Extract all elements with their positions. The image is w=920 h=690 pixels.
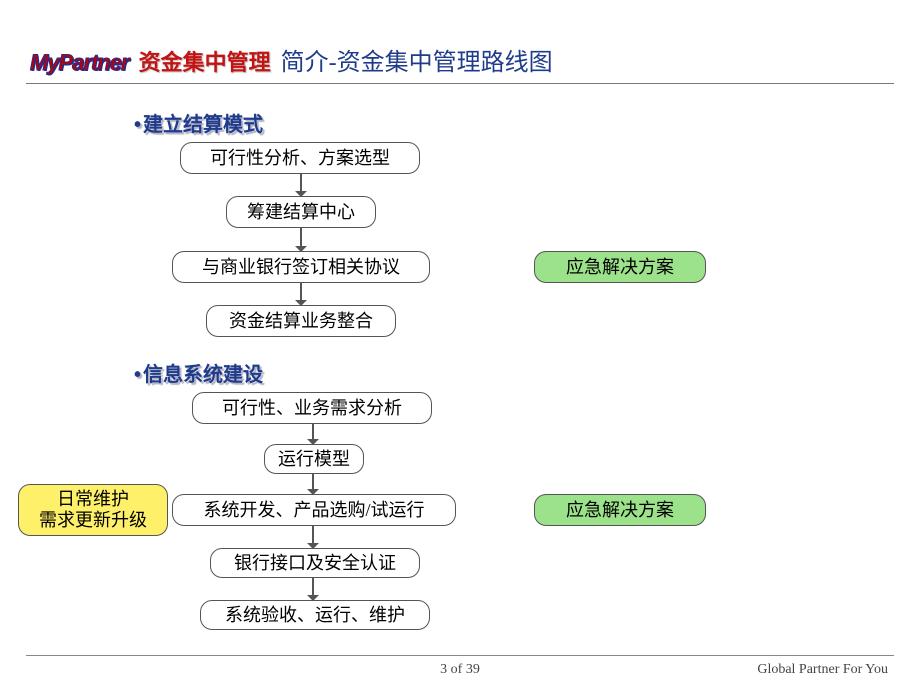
logo: MyPartner (26, 50, 133, 76)
flow-arrow-0 (300, 174, 302, 196)
flow-node-n1: 可行性分析、方案选型 (180, 142, 420, 174)
flow-arrow-4 (312, 474, 314, 494)
section-2-label: 信息系统建设 (134, 358, 263, 387)
flow-node-n4: 资金结算业务整合 (206, 305, 396, 337)
footer-tagline: Global Partner For You (757, 662, 888, 678)
page-title: 简介-资金集中管理路线图 (281, 42, 553, 77)
logo-text: MyPartner (30, 50, 129, 75)
flow-node-n3: 与商业银行签订相关协议 (172, 251, 430, 283)
logo-subtitle: 资金集中管理 (139, 45, 271, 77)
footer-rule (26, 655, 894, 656)
slide-header: MyPartner 资金集中管理 简介-资金集中管理路线图 (26, 42, 894, 84)
flow-node-g2: 应急解决方案 (534, 494, 706, 526)
flow-arrow-2 (300, 283, 302, 305)
flow-node-n7: 系统开发、产品选购/试运行 (172, 494, 456, 526)
section-1-label: 建立结算模式 (134, 108, 274, 137)
flow-node-n6: 运行模型 (264, 444, 364, 474)
flow-arrow-1 (300, 228, 302, 251)
flow-node-n2: 筹建结算中心 (226, 196, 376, 228)
flow-node-n9: 系统验收、运行、维护 (200, 600, 430, 630)
flow-node-n5: 可行性、业务需求分析 (192, 392, 432, 424)
flow-node-g1: 应急解决方案 (534, 251, 706, 283)
flow-node-n8: 银行接口及安全认证 (210, 548, 420, 578)
flow-arrow-6 (312, 578, 314, 600)
flow-arrow-3 (312, 424, 314, 444)
flow-node-y1: 日常维护 需求更新升级 (18, 484, 168, 536)
flow-arrow-5 (312, 526, 314, 548)
